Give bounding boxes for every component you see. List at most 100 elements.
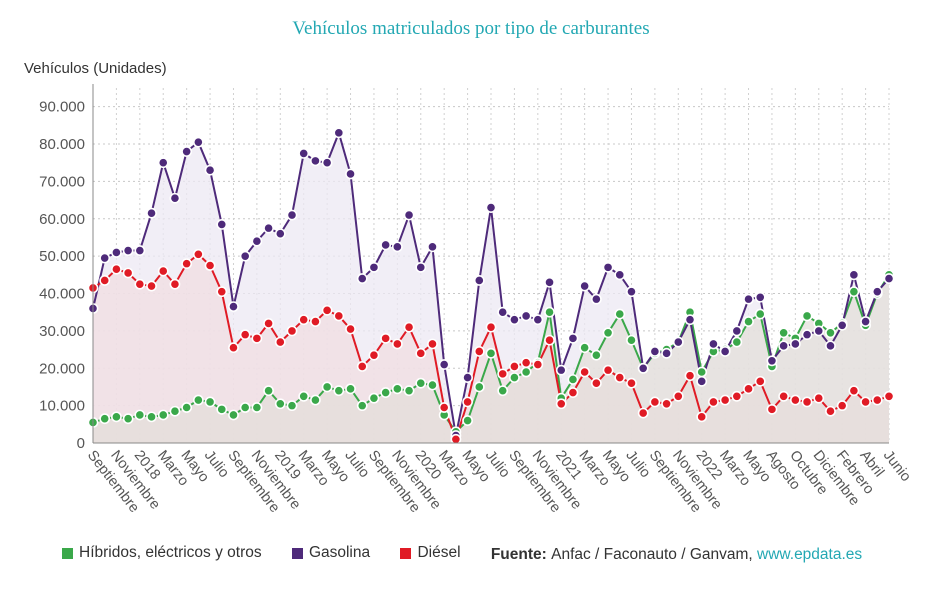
point-hybrid [239,402,251,413]
point-diesel [614,372,626,384]
legend-label-diesel: Diésel [417,544,461,561]
point-diesel [134,278,146,290]
point-gasolina [836,319,848,331]
point-gasolina [532,314,544,326]
point-diesel [836,400,848,412]
point-hybrid [754,308,766,320]
point-gasolina [192,136,204,148]
point-gasolina [520,310,532,322]
chart-title: Vehículos matriculados por tipo de carbu… [292,18,650,39]
point-hybrid [368,392,380,404]
point-gasolina [438,359,450,370]
point-gasolina [555,364,567,376]
point-diesel [661,398,672,410]
y-tick-label: 60.000 [39,211,85,228]
y-tick-label: 20.000 [39,360,85,377]
point-gasolina [403,209,415,221]
point-diesel [649,396,661,408]
point-gasolina [391,241,403,253]
point-diesel [310,316,321,327]
point-diesel [520,357,532,369]
legend-label-hybrid: Híbridos, eléctricos y otros [79,544,262,561]
point-diesel [368,349,380,361]
point-gasolina [204,164,216,176]
legend-item-hybrid[interactable]: Híbridos, eléctricos y otros [62,544,262,562]
point-gasolina [228,301,239,313]
point-diesel [333,310,345,322]
y-tick-label: 50.000 [39,248,85,265]
source-text: Anfac / Faconauto / Ganvam, [551,545,753,563]
point-gasolina [766,355,778,367]
point-diesel [99,275,111,286]
point-diesel [286,325,298,337]
legend-item-gasolina[interactable]: Gasolina [291,544,371,562]
point-gasolina [497,306,509,318]
point-gasolina [485,202,497,213]
point-hybrid [111,411,122,423]
point-hybrid [333,385,345,397]
point-hybrid [134,409,146,421]
point-gasolina [263,222,274,234]
point-gasolina [731,325,743,337]
legend-item-diesel[interactable]: Diésel [400,544,461,562]
point-gasolina [614,269,626,281]
point-gasolina [708,338,719,350]
point-hybrid [263,385,274,397]
point-diesel [555,398,567,410]
point-hybrid [169,405,181,417]
point-gasolina [801,329,813,341]
point-gasolina [661,347,672,359]
point-gasolina [637,362,649,374]
y-axis-label: Vehículos (Unidades) [24,60,167,77]
point-hybrid [825,327,836,339]
point-diesel [532,359,544,370]
point-gasolina [157,157,169,169]
point-diesel [579,366,591,378]
point-diesel [204,260,216,271]
point-hybrid [391,383,403,395]
point-gasolina [871,286,883,298]
point-diesel [637,407,649,419]
point-diesel [754,375,766,387]
legend-swatch-hybrid [62,547,73,559]
point-diesel [485,321,497,333]
line-chart: 0 10.000 20.000 30.000 40.000 50.000 60.000 70.… [24,60,914,516]
point-gasolina [251,235,263,247]
point-gasolina [274,228,286,240]
point-diesel [251,332,263,344]
point-gasolina [602,261,614,273]
point-gasolina [544,276,555,288]
point-diesel [789,394,801,406]
source-link[interactable]: www.epdata.es [757,545,863,563]
point-gasolina [696,375,708,387]
point-diesel [122,267,134,279]
point-diesel [848,385,860,397]
point-hybrid [520,366,532,378]
point-diesel [778,390,790,402]
point-hybrid [310,394,321,406]
legend-label-gasolina: Gasolina [308,544,371,561]
point-gasolina [883,273,895,284]
point-gasolina [590,293,602,305]
point-diesel [403,321,415,333]
point-hybrid [544,306,555,318]
point-hybrid [462,415,473,426]
point-gasolina [298,147,310,159]
point-diesel [345,323,356,335]
point-gasolina [427,241,438,253]
point-diesel [602,364,614,376]
point-hybrid [192,394,204,406]
point-hybrid [157,409,169,421]
point-hybrid [614,308,626,320]
point-hybrid [743,316,754,327]
point-hybrid [509,372,520,384]
legend: Híbridos, eléctricos y otros Gasolina Di… [62,544,888,564]
y-tick-label: 80.000 [39,136,85,153]
point-hybrid [356,400,368,412]
point-diesel [391,338,403,350]
point-hybrid [181,402,193,413]
point-diesel [169,278,181,290]
y-tick-label: 0 [77,435,85,452]
point-gasolina [345,168,356,180]
point-gasolina [333,127,345,139]
